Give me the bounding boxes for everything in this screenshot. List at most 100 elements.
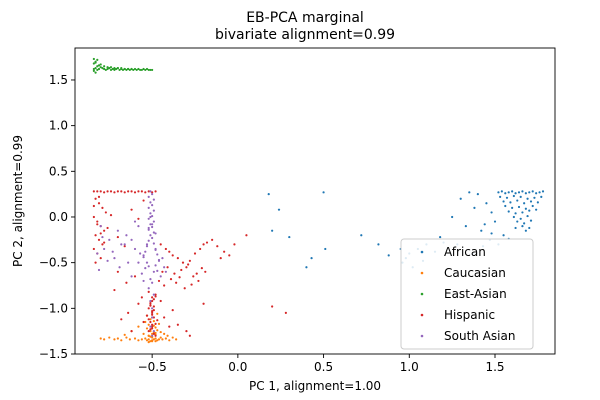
data-point <box>519 195 522 198</box>
data-point <box>159 330 162 334</box>
data-point <box>164 247 167 251</box>
legend: African Caucasian East-Asian Hispanic South … <box>400 238 534 350</box>
data-point <box>151 332 154 335</box>
data-point <box>526 214 529 218</box>
data-point <box>161 338 164 341</box>
data-point <box>271 229 274 232</box>
data-point <box>151 68 154 72</box>
data-point <box>151 225 154 229</box>
data-point <box>151 193 154 196</box>
data-point <box>92 215 95 219</box>
data-point <box>154 334 157 337</box>
data-point <box>104 211 107 214</box>
data-point <box>199 247 202 251</box>
data-point <box>140 338 143 341</box>
data-point <box>142 320 145 324</box>
data-point <box>137 67 140 71</box>
data-point <box>99 337 102 340</box>
data-point <box>96 65 99 68</box>
y-axis-ticks: −1.5 −1.0 −0.5 0.0 0.5 1.0 1.5 <box>39 73 75 361</box>
data-point <box>157 322 161 325</box>
data-point <box>451 215 454 219</box>
data-point <box>120 243 123 246</box>
data-point <box>490 211 493 214</box>
data-point <box>154 326 157 329</box>
data-point <box>139 252 142 255</box>
data-point <box>517 205 521 209</box>
data-point <box>211 238 214 241</box>
data-point <box>144 191 147 194</box>
data-point <box>127 190 130 193</box>
data-point <box>277 208 281 211</box>
data-point <box>140 272 143 275</box>
data-point <box>113 256 116 260</box>
data-point <box>147 287 150 290</box>
data-point <box>140 296 143 299</box>
data-point <box>137 190 140 193</box>
data-point <box>154 232 157 235</box>
data-point <box>485 202 488 205</box>
data-point <box>109 214 113 217</box>
data-point <box>123 245 126 248</box>
data-point <box>147 334 150 337</box>
legend-label: East-Asian <box>444 287 507 301</box>
data-point <box>152 332 155 335</box>
data-point <box>94 71 97 74</box>
data-point <box>151 191 154 194</box>
data-point <box>142 279 145 283</box>
data-point <box>149 215 152 219</box>
data-point <box>538 191 541 194</box>
data-point <box>147 338 150 341</box>
data-point <box>528 191 531 194</box>
data-point <box>130 67 133 71</box>
data-point <box>483 223 486 226</box>
data-point <box>147 228 150 231</box>
data-point <box>149 299 152 303</box>
data-point <box>96 220 99 223</box>
data-point <box>94 67 97 70</box>
data-point <box>144 68 147 72</box>
data-point <box>106 66 109 69</box>
data-point <box>151 327 154 330</box>
data-point <box>493 220 497 223</box>
data-point <box>439 235 442 239</box>
data-point <box>360 234 363 237</box>
data-point <box>187 263 190 266</box>
y-axis-label: PC 2, alignment=0.99 <box>11 135 25 267</box>
data-point <box>142 256 145 259</box>
y-tick-label: −0.5 <box>39 256 68 270</box>
y-tick-label: 1.5 <box>49 73 68 87</box>
data-point <box>163 316 166 319</box>
data-point <box>505 196 509 199</box>
data-point <box>137 225 140 228</box>
y-tick-label: −1.5 <box>39 347 68 361</box>
data-point <box>147 239 150 242</box>
data-point <box>142 254 145 257</box>
data-point <box>154 331 157 335</box>
data-point <box>97 67 101 71</box>
data-point <box>271 305 274 308</box>
data-point <box>99 190 102 193</box>
data-point <box>152 324 155 327</box>
data-point <box>192 275 195 278</box>
data-point <box>514 212 517 215</box>
data-point <box>228 254 231 257</box>
data-point <box>523 202 526 205</box>
data-point <box>128 68 131 72</box>
data-point <box>159 243 162 246</box>
data-point <box>94 197 97 200</box>
data-point <box>151 296 154 299</box>
data-point <box>168 250 171 253</box>
data-point <box>151 334 154 337</box>
legend-marker <box>420 250 424 254</box>
data-point <box>137 302 140 305</box>
data-point <box>111 250 114 253</box>
data-point <box>109 190 113 193</box>
data-point <box>164 270 167 273</box>
data-point <box>109 68 113 72</box>
data-point <box>149 278 152 281</box>
x-axis-label: PC 1, alignment=1.00 <box>249 379 381 393</box>
data-point <box>103 67 106 71</box>
data-point <box>535 192 538 195</box>
